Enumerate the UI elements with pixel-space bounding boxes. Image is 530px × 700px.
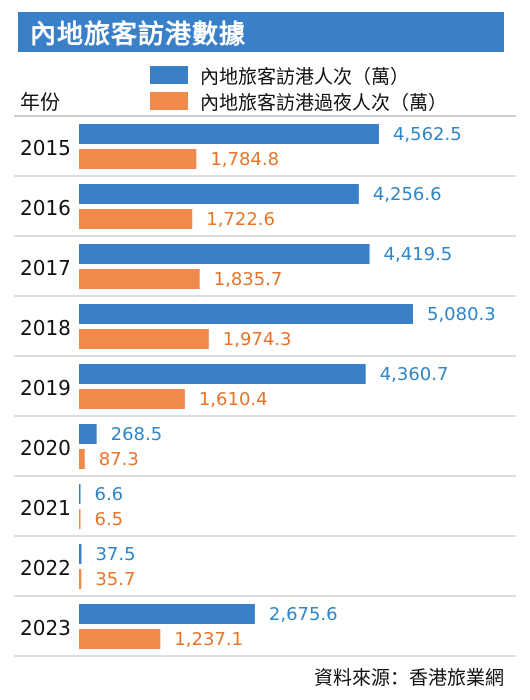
bar-overnight <box>79 449 85 469</box>
data-label-visitors: 268.5 <box>111 424 163 445</box>
data-label-overnight: 1,722.6 <box>206 209 275 230</box>
data-label-visitors: 4,562.5 <box>393 124 462 145</box>
legend-item-visitors: 內地旅客訪港人次（萬） <box>150 62 447 88</box>
title-bar: 內地旅客訪港數據 <box>18 12 504 52</box>
bar-visitors <box>79 544 82 564</box>
year-label: 2022 <box>20 556 71 580</box>
legend-swatch-visitors <box>150 66 188 84</box>
legend-item-overnight: 內地旅客訪港過夜人次（萬） <box>150 88 447 114</box>
year-label: 2017 <box>20 256 71 280</box>
data-label-visitors: 4,360.7 <box>380 364 449 385</box>
data-label-visitors: 2,675.6 <box>269 604 338 625</box>
data-label-visitors: 4,419.5 <box>384 244 453 265</box>
data-label-overnight: 1,784.8 <box>210 149 279 170</box>
data-label-overnight: 35.7 <box>95 569 135 590</box>
bar-visitors <box>79 184 359 204</box>
year-label: 2023 <box>20 616 71 640</box>
legend-label-visitors: 內地旅客訪港人次（萬） <box>200 65 410 88</box>
year-label: 2016 <box>20 196 71 220</box>
data-label-overnight: 87.3 <box>99 449 139 470</box>
data-label-visitors: 5,080.3 <box>427 304 496 325</box>
bar-overnight <box>79 629 161 649</box>
legend: 內地旅客訪港人次（萬） 內地旅客訪港過夜人次（萬） <box>150 62 447 114</box>
year-label: 2021 <box>20 496 71 520</box>
data-label-overnight: 1,237.1 <box>174 629 243 650</box>
bar-overnight <box>79 209 193 229</box>
data-label-overnight: 1,835.7 <box>214 269 283 290</box>
legend-swatch-overnight <box>150 92 188 110</box>
bar-overnight <box>79 329 209 349</box>
bar-visitors <box>79 304 413 324</box>
data-label-visitors: 37.5 <box>95 544 135 565</box>
bar-overnight <box>79 389 185 409</box>
bar-visitors <box>79 244 370 264</box>
bar-overnight <box>79 509 81 529</box>
bar-visitors <box>79 604 255 624</box>
bar-overnight <box>79 269 200 289</box>
data-label-visitors: 4,256.6 <box>373 184 442 205</box>
bar-overnight <box>79 569 82 589</box>
bar-visitors <box>79 424 97 444</box>
bar-overnight <box>79 149 197 169</box>
chart-title: 內地旅客訪港數據 <box>30 19 247 50</box>
year-axis-header: 年份 <box>20 90 60 114</box>
data-label-visitors: 6.6 <box>95 484 124 505</box>
data-label-overnight: 1,610.4 <box>199 389 268 410</box>
bar-visitors <box>79 484 81 504</box>
data-label-overnight: 6.5 <box>95 509 124 530</box>
year-label: 2020 <box>20 436 71 460</box>
bar-visitors <box>79 364 366 384</box>
year-label: 2019 <box>20 376 71 400</box>
data-label-overnight: 1,974.3 <box>223 329 292 350</box>
bar-visitors <box>79 124 379 144</box>
source-footer: 資料來源：香港旅業網 <box>313 667 504 689</box>
legend-label-overnight: 內地旅客訪港過夜人次（萬） <box>200 91 448 114</box>
year-label: 2018 <box>20 316 71 340</box>
year-label: 2015 <box>20 136 71 160</box>
